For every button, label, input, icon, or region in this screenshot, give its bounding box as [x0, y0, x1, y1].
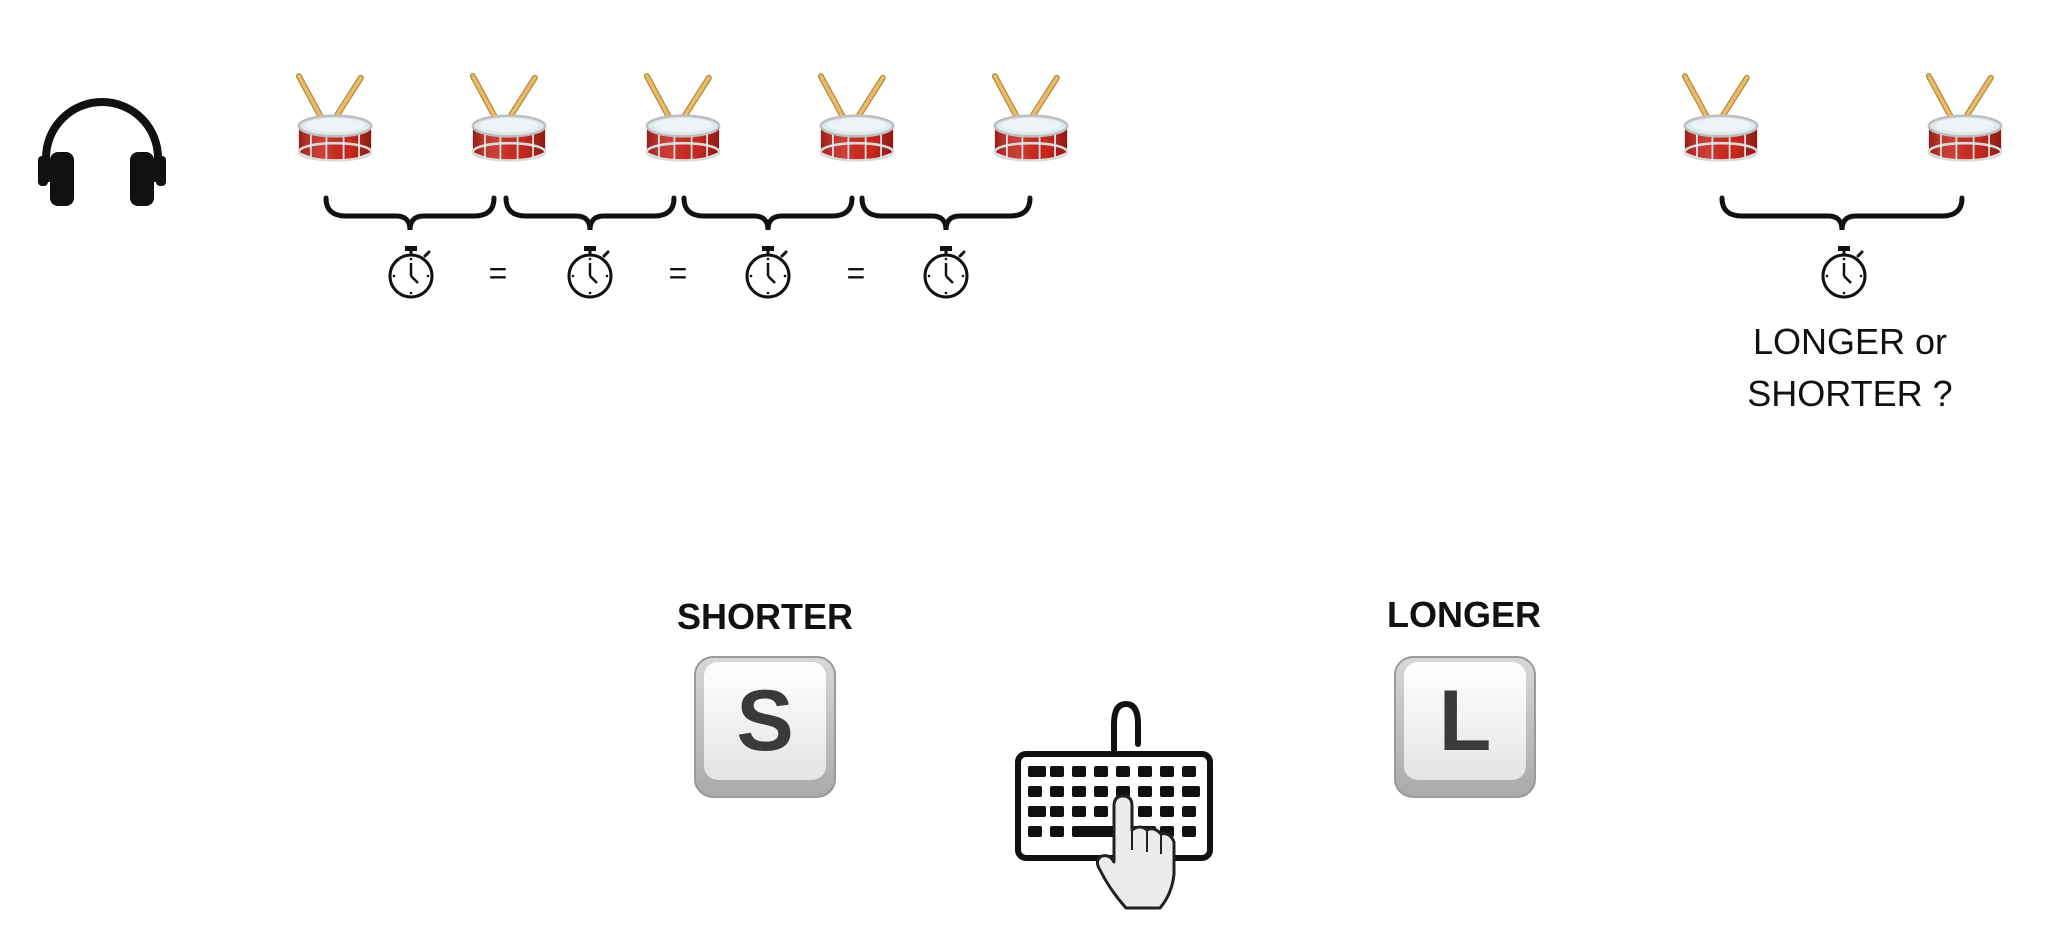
- stopwatch-icon: [1819, 244, 1869, 300]
- keyboard-key: [1028, 766, 1046, 777]
- stopwatch-icon: [743, 244, 793, 300]
- drum-icon: [1678, 68, 1764, 172]
- keyboard-key: [1094, 766, 1108, 777]
- keyboard-key: [1072, 806, 1086, 817]
- keyboard-key: [1094, 786, 1108, 797]
- drum-icon: [466, 68, 552, 172]
- drum-icon: [988, 68, 1074, 172]
- stopwatch-icon: [565, 244, 615, 300]
- equals-sign: =: [668, 255, 688, 291]
- headphones-icon: [38, 98, 166, 206]
- shorter-label: SHORTER: [676, 596, 853, 637]
- l-key[interactable]: L: [1394, 656, 1536, 798]
- keyboard-key: [1050, 766, 1064, 777]
- drum-icon: [814, 68, 900, 172]
- keyboard-key: [1072, 786, 1086, 797]
- drum-icon: [640, 68, 726, 172]
- keyboard-key: [1050, 826, 1064, 837]
- equals-sign: =: [488, 255, 508, 291]
- equals-sign: =: [846, 255, 866, 291]
- curly-brace: [1719, 195, 1965, 231]
- curly-brace: [503, 195, 677, 231]
- keyboard-key: [1182, 806, 1196, 817]
- s-key[interactable]: S: [694, 656, 836, 798]
- keyboard-key: [1028, 826, 1042, 837]
- keyboard-key: [1182, 766, 1196, 777]
- keyboard-key: [1160, 766, 1174, 777]
- question-line-1: LONGER or: [1752, 321, 1948, 362]
- keyboard-key: [1160, 806, 1174, 817]
- s-key-letter: S: [736, 673, 794, 769]
- curly-brace: [859, 195, 1033, 231]
- keyboard-key: [1182, 786, 1200, 797]
- keyboard-key: [1182, 826, 1196, 837]
- keyboard-key: [1094, 806, 1108, 817]
- keyboard-key: [1050, 786, 1064, 797]
- keyboard-key: [1116, 786, 1130, 797]
- stopwatch-icon: [921, 244, 971, 300]
- stopwatch-icon: [386, 244, 436, 300]
- keyboard-key: [1028, 786, 1042, 797]
- keyboard-key: [1028, 806, 1046, 817]
- keyboard-key: [1160, 786, 1174, 797]
- keyboard-key: [1116, 766, 1130, 777]
- l-key-letter: L: [1438, 673, 1492, 769]
- drum-icon: [1922, 68, 2008, 172]
- curly-brace: [681, 195, 855, 231]
- keyboard-key: [1138, 786, 1152, 797]
- comparison-question: LONGER or SHORTER ?: [1720, 316, 1980, 420]
- longer-label: LONGER: [1386, 594, 1541, 635]
- keyboard-key: [1138, 766, 1152, 777]
- question-line-2: SHORTER ?: [1747, 373, 1953, 414]
- keyboard-icon: [1015, 700, 1213, 910]
- drum-icon: [292, 68, 378, 172]
- curly-brace: [323, 195, 497, 231]
- keyboard-key: [1050, 806, 1064, 817]
- keyboard-key: [1138, 806, 1152, 817]
- keyboard-key: [1072, 766, 1086, 777]
